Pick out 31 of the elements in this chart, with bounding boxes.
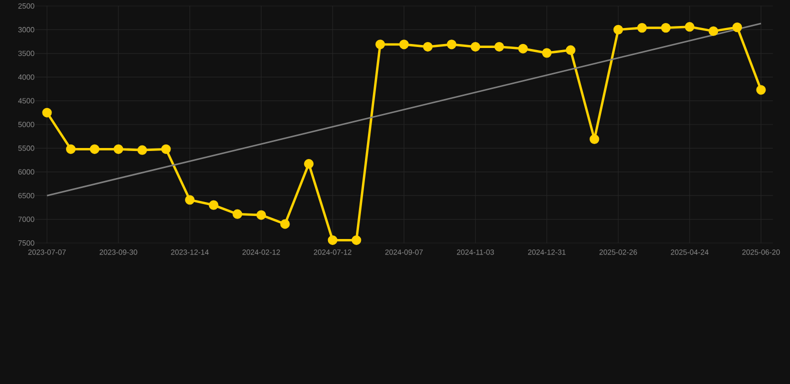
point <box>446 40 456 50</box>
point <box>114 144 124 154</box>
point <box>590 134 600 144</box>
point <box>542 48 552 58</box>
point <box>684 22 694 32</box>
point <box>708 26 718 36</box>
point <box>352 235 362 245</box>
point <box>661 23 671 33</box>
point <box>66 144 76 154</box>
point <box>613 24 624 34</box>
point <box>185 195 195 205</box>
point <box>732 22 742 32</box>
point <box>137 145 148 155</box>
point <box>90 144 100 154</box>
point <box>470 42 480 52</box>
point <box>232 209 242 219</box>
point <box>375 40 386 50</box>
point <box>328 235 338 245</box>
point <box>280 219 290 229</box>
point <box>208 200 218 210</box>
point <box>161 144 171 154</box>
point <box>42 108 52 118</box>
point <box>304 159 314 169</box>
point <box>423 42 433 52</box>
point <box>518 44 528 54</box>
point <box>566 45 576 55</box>
point <box>756 85 766 95</box>
point <box>256 210 266 220</box>
point <box>637 23 647 33</box>
point <box>494 42 504 52</box>
point <box>399 40 409 50</box>
